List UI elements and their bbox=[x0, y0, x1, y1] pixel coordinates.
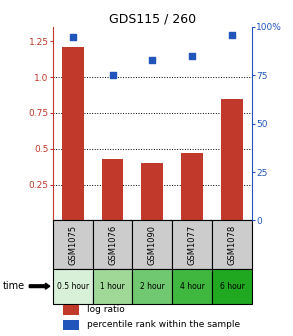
Point bbox=[230, 32, 234, 37]
Text: 2 hour: 2 hour bbox=[140, 282, 165, 291]
Bar bbox=[132, 220, 172, 269]
Bar bbox=[172, 269, 212, 304]
Text: log ratio: log ratio bbox=[87, 305, 124, 314]
Point bbox=[150, 57, 155, 62]
Bar bbox=[181, 153, 203, 220]
Text: GSM1078: GSM1078 bbox=[228, 224, 236, 265]
Text: GSM1076: GSM1076 bbox=[108, 224, 117, 265]
Point bbox=[110, 73, 115, 78]
Bar bbox=[53, 269, 93, 304]
Bar bbox=[53, 220, 93, 269]
Text: 6 hour: 6 hour bbox=[220, 282, 244, 291]
Text: 4 hour: 4 hour bbox=[180, 282, 205, 291]
Bar bbox=[172, 220, 212, 269]
Bar bbox=[93, 269, 132, 304]
Bar bbox=[93, 220, 132, 269]
Text: 0.5 hour: 0.5 hour bbox=[57, 282, 89, 291]
Bar bbox=[221, 98, 243, 220]
Text: percentile rank within the sample: percentile rank within the sample bbox=[87, 320, 240, 329]
Text: time: time bbox=[3, 281, 25, 291]
Bar bbox=[63, 305, 79, 315]
Bar bbox=[132, 269, 172, 304]
Bar bbox=[212, 269, 252, 304]
Bar bbox=[62, 47, 84, 220]
Text: GSM1075: GSM1075 bbox=[68, 224, 77, 265]
Point bbox=[190, 53, 195, 58]
Text: 1 hour: 1 hour bbox=[100, 282, 125, 291]
Point bbox=[70, 34, 75, 39]
Text: GSM1077: GSM1077 bbox=[188, 224, 197, 265]
Bar bbox=[142, 163, 163, 220]
Title: GDS115 / 260: GDS115 / 260 bbox=[109, 13, 196, 26]
Bar bbox=[212, 220, 252, 269]
Bar bbox=[102, 159, 123, 220]
Bar bbox=[63, 320, 79, 330]
Text: GSM1090: GSM1090 bbox=[148, 224, 157, 264]
